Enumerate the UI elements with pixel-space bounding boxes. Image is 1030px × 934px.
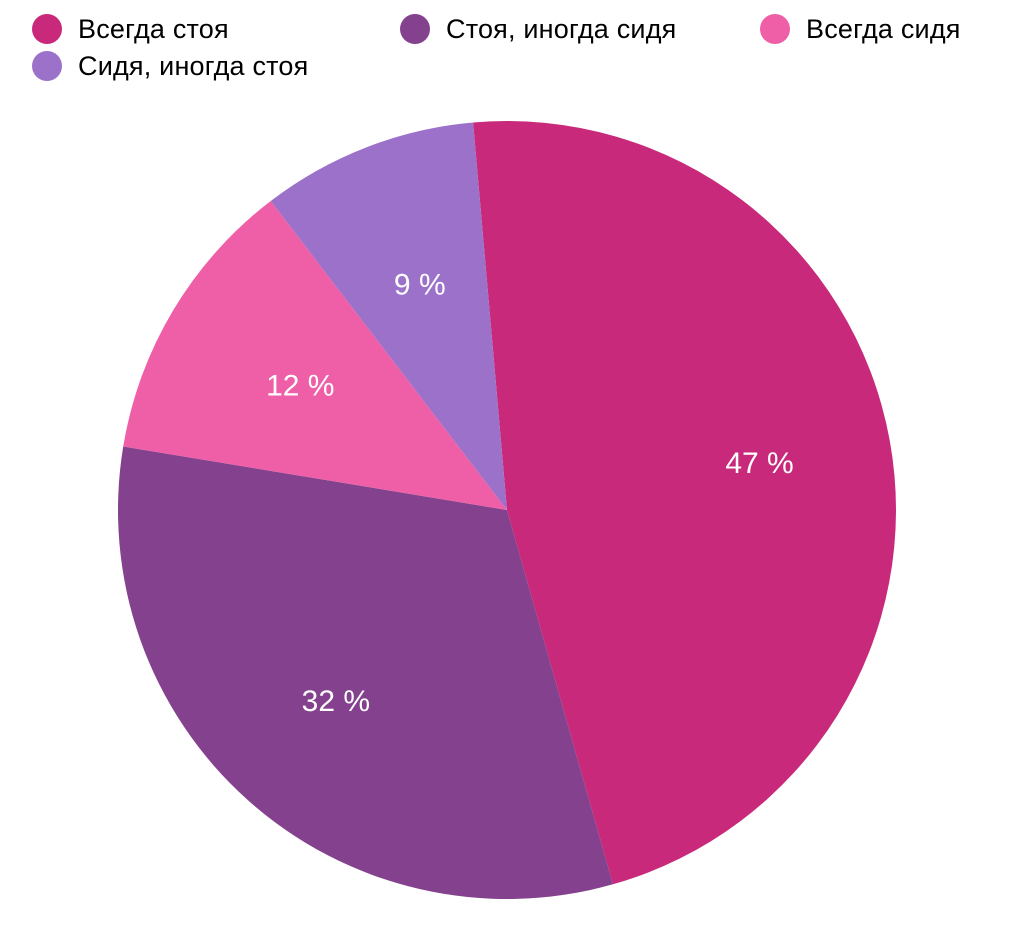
pie-slice-sitting-sometimes-standing <box>270 122 507 511</box>
legend-label-always-sitting: Всегда сидя <box>806 13 961 44</box>
legend-swatch-standing-sometimes-sitting <box>400 14 430 44</box>
legend-swatch-always-sitting <box>760 14 790 44</box>
pie-slice-labels: 47 % 32 % 12 % 9 % <box>266 269 794 718</box>
legend-label-standing-sometimes-sitting: Стоя, иногда сидя <box>446 13 677 44</box>
chart-legend: Всегда стоя Стоя, иногда сидя Всегда сид… <box>0 0 1030 100</box>
pie-slice-always-sitting <box>123 200 508 510</box>
legend-item-standing-sometimes-sitting: Стоя, иногда сидя <box>400 12 676 46</box>
pie-slice-always-standing <box>473 121 897 885</box>
legend-item-always-sitting: Всегда сидя <box>760 12 961 46</box>
pie-slice-label-standing-sometimes-sitting: 32 % <box>302 685 370 718</box>
pie-slice-standing-sometimes-sitting <box>117 446 613 899</box>
legend-item-sitting-sometimes-standing: Сидя, иногда стоя <box>32 49 308 83</box>
pie-slice-label-sitting-sometimes-standing: 9 % <box>394 269 446 302</box>
pie-slice-label-always-sitting: 12 % <box>266 369 334 402</box>
legend-swatch-sitting-sometimes-standing <box>32 51 62 81</box>
legend-label-always-standing: Всегда стоя <box>78 13 229 44</box>
pie-slices <box>117 121 897 899</box>
legend-label-sitting-sometimes-standing: Сидя, иногда стоя <box>78 50 309 81</box>
legend-item-always-standing: Всегда стоя <box>32 12 229 46</box>
pie-slice-label-always-standing: 47 % <box>725 447 793 480</box>
legend-swatch-always-standing <box>32 14 62 44</box>
